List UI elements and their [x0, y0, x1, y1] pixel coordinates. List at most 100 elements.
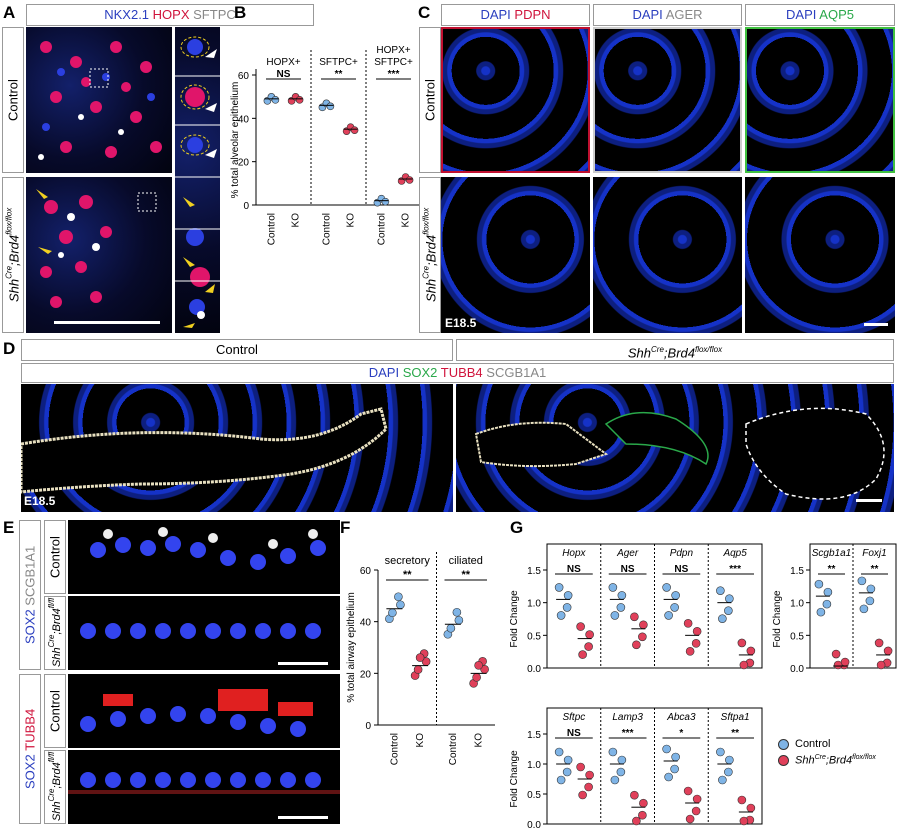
- gene-label-g-side: Foxj1: [862, 548, 886, 559]
- data-point-f: [472, 673, 481, 682]
- data-point-f: [415, 653, 425, 662]
- data-point-g-top: [562, 603, 572, 612]
- data-point-g-bottom: [685, 814, 695, 824]
- ylabel-b: % total alveolar epithelium: [230, 82, 241, 199]
- tick-label-y-g-bottom: 0.5: [527, 790, 541, 801]
- group-label-f: secretory: [385, 555, 431, 567]
- tick-label-y-g-side: 1.5: [790, 566, 804, 577]
- data-point-g-bottom: [617, 755, 627, 765]
- panel-d-col-ko: ShhCre;Brd4flox/flox: [456, 339, 894, 361]
- tick-label-y-b: 20: [238, 158, 250, 169]
- data-point-g-bottom: [718, 775, 727, 785]
- tick-label-x-f: Control: [389, 733, 400, 765]
- micrograph-e-scgb1a1-ko: [68, 596, 340, 670]
- tick-label-y-g-top: 0.0: [527, 664, 541, 675]
- tick-label-y-b: 60: [238, 71, 250, 82]
- data-point-g-top: [630, 612, 639, 622]
- data-point-g-top: [718, 614, 727, 623]
- sig-label-g-top: NS: [674, 564, 688, 575]
- tick-label-y-g-side: 1.0: [790, 599, 804, 610]
- tick-label-y-f: 60: [360, 566, 372, 577]
- panel-e-row-ko-bottom: ShhCre;Brd4fl/fl: [44, 750, 66, 824]
- panel-c-col3-header: DAPI AQP5: [745, 4, 895, 26]
- panel-a-row-ko: ShhCre;Brd4flox/flox: [2, 177, 24, 333]
- tick-label-y-g-top: 0.5: [527, 631, 541, 642]
- tick-label-y-g-side: 0.0: [790, 664, 804, 675]
- gene-label-g-top: Hopx: [562, 548, 586, 559]
- sig-label-b: NS: [277, 69, 291, 80]
- panel-e-row-control-bottom: Control: [44, 674, 66, 748]
- tick-label-x-b: KO: [346, 213, 357, 228]
- data-point-g-bottom: [578, 790, 587, 800]
- insets-a: [175, 36, 220, 328]
- data-point-g-top: [554, 583, 564, 592]
- tick-label-y-g-side: 0.5: [790, 631, 804, 642]
- data-point-g-bottom: [585, 770, 594, 780]
- data-point-g-top: [632, 640, 641, 650]
- stain-sftpc: SFTPC: [193, 7, 236, 22]
- data-point-g-top: [584, 642, 593, 651]
- data-point-g-bottom: [554, 747, 564, 757]
- panel-c-col1-header: DAPI PDPN: [441, 4, 590, 26]
- micrograph-e-scgb1a1-control: [68, 520, 340, 594]
- data-point-g-top: [685, 647, 695, 656]
- cells-a-control: [38, 41, 162, 160]
- data-point-g-side: [883, 646, 893, 656]
- data-point-g-top: [639, 620, 648, 630]
- panel-label-a: A: [3, 3, 16, 22]
- legend-dot-ko: [778, 754, 789, 766]
- data-point-g-top: [662, 583, 671, 592]
- micrograph-c-pdpn-control: [441, 27, 590, 173]
- data-point-g-side: [831, 649, 841, 659]
- data-point-g-side: [866, 584, 876, 594]
- data-point-g-bottom: [662, 744, 671, 754]
- data-point-f: [454, 615, 464, 625]
- sig-label-g-bottom: NS: [567, 728, 581, 739]
- data-point-g-top: [616, 603, 626, 612]
- data-point-b: [295, 96, 304, 104]
- tick-label-y-g-bottom: 1.0: [527, 760, 541, 771]
- micrograph-c-pdpn-ko: [441, 177, 590, 333]
- gene-label-g-top: Aqp5: [722, 548, 747, 559]
- tick-label-y-g-bottom: 0.0: [527, 820, 541, 828]
- tick-label-y-f: 40: [360, 618, 372, 629]
- panel-label-c: C: [418, 3, 431, 22]
- panel-c-row-control: Control: [419, 27, 441, 173]
- data-point-g-bottom: [724, 767, 733, 777]
- scale-bar-c: [864, 323, 888, 326]
- tick-label-x-f: Control: [448, 733, 459, 765]
- data-point-g-bottom: [664, 772, 673, 782]
- sig-label-g-bottom: ***: [622, 728, 634, 739]
- gene-label-g-top: Pdpn: [670, 548, 694, 559]
- sig-label-g-top: NS: [567, 564, 581, 575]
- micrograph-d-control: [21, 384, 453, 512]
- data-point-g-bottom: [584, 782, 593, 792]
- data-point-b: [350, 126, 359, 134]
- data-point-f: [396, 600, 405, 610]
- panel-label-g: G: [510, 518, 524, 537]
- data-point-g-top: [671, 591, 680, 600]
- panel-a-row-control: Control: [2, 27, 24, 173]
- ylabel-g-side: Fold Change: [772, 590, 783, 648]
- stain-hopx: HOPX: [152, 7, 190, 22]
- data-point-g-bottom: [576, 762, 585, 772]
- data-point-g-bottom: [610, 775, 620, 785]
- panel-d-stain-header: DAPI SOX2 TUBB4 SCGB1A1: [21, 363, 894, 383]
- airway-d-ko: [474, 407, 885, 500]
- group-label-b: HOPX+: [376, 45, 410, 56]
- sig-label-g-side: **: [871, 564, 879, 575]
- chart-g: 0.0 0.5 1.0 1.5 Fold Change Hopx NS Ager NS Pdpn N…: [510, 543, 897, 828]
- data-point-g-top: [617, 591, 627, 600]
- panel-e-bottom-stain: SOX2 TUBB4: [19, 674, 41, 824]
- micrograph-c-ager-control: [593, 27, 742, 173]
- data-point-g-side: [859, 604, 869, 614]
- micrograph-d-ko: [456, 384, 894, 512]
- gene-label-g-bottom: Lamp3: [612, 712, 643, 723]
- legend-item-control: Control: [778, 738, 898, 750]
- gene-label-g-bottom: Abca3: [666, 712, 696, 723]
- data-point-g-bottom: [739, 816, 749, 826]
- panel-c-col2-header: DAPI AGER: [593, 4, 742, 26]
- data-point-g-top: [683, 619, 693, 628]
- data-point-g-bottom: [725, 755, 734, 765]
- data-point-g-side: [822, 599, 832, 609]
